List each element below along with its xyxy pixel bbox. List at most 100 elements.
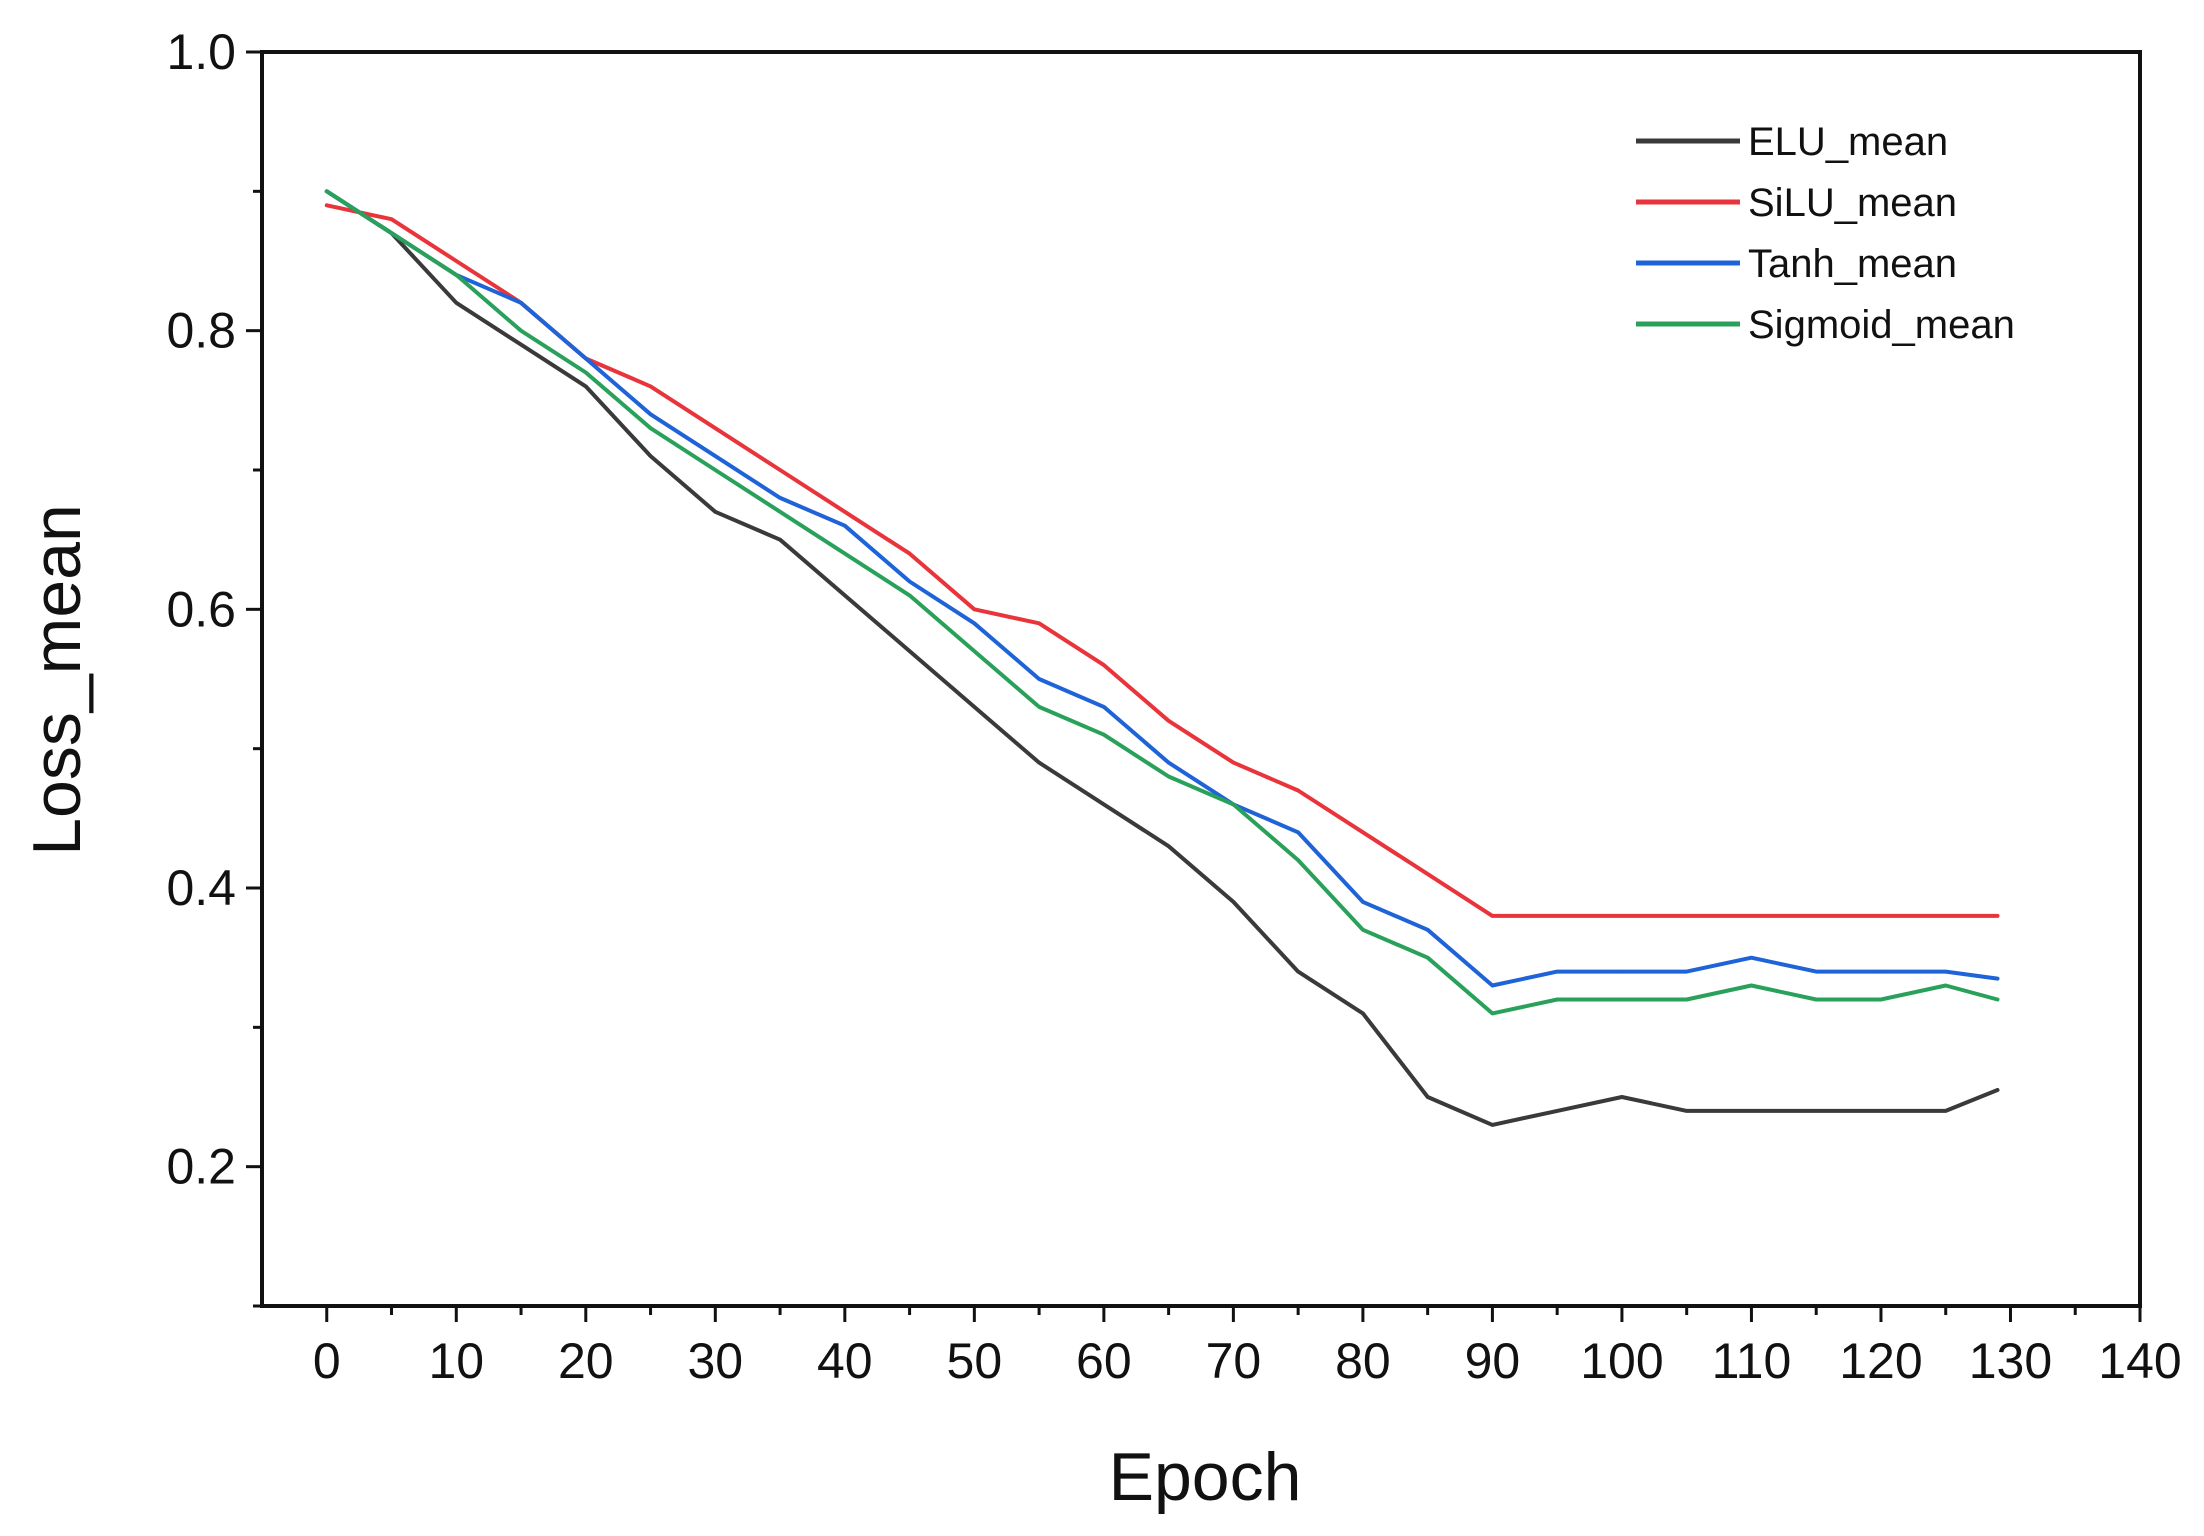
tanh-mean-point xyxy=(778,496,782,500)
y-tick-label: 0.6 xyxy=(166,581,236,637)
tanh-mean-point xyxy=(1037,677,1041,681)
x-tick-label: 50 xyxy=(947,1333,1003,1389)
elu-mean-point xyxy=(1555,1109,1559,1113)
x-tick-label: 120 xyxy=(1839,1333,1922,1389)
legend-item-sigmoid-mean: Sigmoid_mean xyxy=(1636,303,2015,347)
elu-mean-point xyxy=(972,705,976,709)
silu-mean-point xyxy=(908,552,912,556)
elu-mean-point xyxy=(519,343,523,347)
tanh-mean-point xyxy=(1426,928,1430,932)
elu-mean-point xyxy=(1996,1088,1999,1092)
silu-mean-point xyxy=(1296,789,1300,792)
silu-mean-series xyxy=(324,203,2000,918)
sigmoid-mean-point xyxy=(1167,775,1171,778)
sigmoid-mean-point xyxy=(325,189,329,193)
sigmoid-mean-series xyxy=(324,189,2000,1016)
elu-mean-point xyxy=(713,510,717,514)
sigmoid-mean-point xyxy=(1426,956,1430,960)
x-tick-label: 0 xyxy=(313,1333,341,1389)
legend-item-tanh-mean: Tanh_mean xyxy=(1636,242,1957,286)
silu-mean-point xyxy=(1685,914,1689,918)
sigmoid-mean-point xyxy=(713,468,717,472)
x-tick-label: 110 xyxy=(1712,1333,1792,1389)
silu-mean-point xyxy=(1037,621,1041,625)
silu-mean-line xyxy=(324,203,2000,918)
y-axis-title: Loss_mean xyxy=(19,504,95,856)
elu-mean-point xyxy=(908,649,912,653)
silu-mean-point xyxy=(390,217,393,221)
elu-mean-series xyxy=(324,189,2000,1127)
y-tick-label: 0.2 xyxy=(166,1139,236,1195)
tanh-mean-line xyxy=(324,189,2000,988)
elu-mean-point xyxy=(1620,1095,1624,1099)
tanh-mean-point xyxy=(1490,984,1494,987)
sigmoid-mean-point xyxy=(1361,928,1365,932)
sigmoid-mean-point xyxy=(1620,998,1624,1001)
silu-mean-point xyxy=(1620,914,1624,918)
sigmoid-mean-point xyxy=(1996,998,1999,1001)
tanh-mean-point xyxy=(1167,761,1171,765)
sigmoid-mean-point xyxy=(1037,705,1041,709)
sigmoid-mean-point xyxy=(1490,1011,1494,1015)
x-tick-label: 30 xyxy=(687,1333,743,1389)
elu-mean-point xyxy=(1037,761,1041,765)
elu-mean-point xyxy=(1749,1109,1753,1113)
silu-mean-point xyxy=(713,426,717,430)
tanh-mean-point xyxy=(713,454,717,458)
x-tick-label: 70 xyxy=(1206,1333,1262,1389)
legend-item-silu-mean: SiLU_mean xyxy=(1636,181,1957,225)
tanh-mean-point xyxy=(584,357,588,360)
sigmoid-mean-point xyxy=(1555,998,1559,1001)
silu-mean-point xyxy=(778,468,782,472)
sigmoid-mean-point xyxy=(972,649,976,653)
silu-mean-point xyxy=(1879,914,1883,918)
elu-mean-point xyxy=(1944,1109,1948,1113)
ticks-layer: 0 10 20 30 40 50 60 70 80 90 100 110 120 130 140 0.2 0.4… xyxy=(166,24,2181,1389)
sigmoid-mean-point xyxy=(649,426,653,430)
elu-mean-point xyxy=(1685,1109,1689,1113)
elu-mean-point xyxy=(1296,970,1300,974)
elu-mean-point xyxy=(1231,900,1235,904)
silu-mean-point xyxy=(1231,761,1235,765)
sigmoid-mean-line xyxy=(324,189,2000,1016)
silu-mean-point xyxy=(972,607,976,611)
x-tick-label: 100 xyxy=(1580,1333,1663,1389)
silu-mean-point xyxy=(1944,914,1948,918)
tanh-mean-point xyxy=(1296,830,1300,834)
sigmoid-mean-point xyxy=(1685,998,1689,1001)
silu-mean-point xyxy=(325,203,329,207)
silu-mean-point xyxy=(1426,872,1430,876)
y-tick-label: 0.4 xyxy=(166,860,236,916)
sigmoid-mean-point xyxy=(908,593,912,597)
elu-mean-point xyxy=(1490,1123,1494,1127)
silu-mean-point xyxy=(1490,914,1494,918)
elu-mean-point xyxy=(1167,844,1171,848)
x-tick-label: 60 xyxy=(1076,1333,1132,1389)
sigmoid-mean-point xyxy=(1296,858,1300,862)
elu-mean-point xyxy=(1102,802,1106,806)
sigmoid-mean-point xyxy=(1879,998,1883,1001)
silu-mean-point xyxy=(454,259,458,263)
plot-frame xyxy=(260,50,2142,1308)
silu-mean-point xyxy=(1749,914,1753,918)
tanh-mean-point xyxy=(1361,900,1365,904)
tanh-mean-point xyxy=(1685,970,1689,974)
tanh-mean-point xyxy=(1102,705,1106,709)
x-tick-label: 40 xyxy=(817,1333,873,1389)
x-tick-label: 130 xyxy=(1969,1333,2052,1389)
tanh-mean-point xyxy=(649,412,653,416)
silu-mean-point xyxy=(1361,830,1365,834)
elu-mean-point xyxy=(649,454,653,458)
tanh-mean-point xyxy=(1879,970,1883,974)
sigmoid-mean-point xyxy=(390,231,393,235)
legend-label: Sigmoid_mean xyxy=(1748,303,2015,347)
elu-mean-point xyxy=(778,538,782,542)
tanh-mean-point xyxy=(1814,970,1818,974)
silu-mean-point xyxy=(843,510,847,514)
tanh-mean-point xyxy=(908,580,912,583)
tanh-mean-point xyxy=(1944,970,1948,974)
sigmoid-mean-point xyxy=(454,273,458,277)
tanh-mean-point xyxy=(843,524,847,528)
